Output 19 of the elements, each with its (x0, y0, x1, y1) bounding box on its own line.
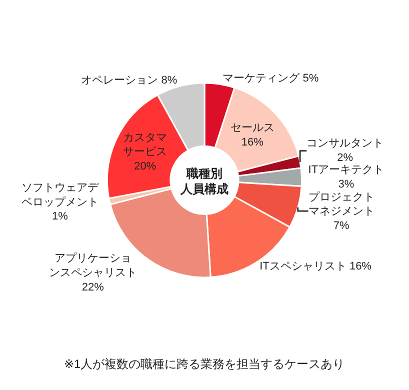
text: ※1人が複数の職種に跨る業務を担当するケースあり (64, 357, 345, 371)
slice-label: プロジェクトマネジメント (308, 190, 374, 218)
data-label: 2% (337, 152, 354, 164)
text: 職種別人員構成 (180, 166, 228, 196)
slice-label: オペレーション 8% (81, 74, 178, 86)
slice-label: ITアーキテクト (308, 164, 384, 176)
slice-label: ITスペシャリスト 16% (260, 260, 372, 273)
slice-label: コンサルタント (306, 138, 384, 150)
data-label: 1% (52, 210, 68, 223)
data-label: 20% (134, 160, 156, 173)
data-label: 7% (333, 220, 350, 232)
slice-label: マーケティング 5% (222, 72, 319, 84)
data-label: 22% (82, 281, 104, 294)
slice-label: セールス (230, 122, 274, 134)
slice-label: アプリケーションスペシャリスト (48, 252, 137, 279)
data-label: 3% (338, 178, 354, 190)
slice-label: ソフトウェアデベロップメント (21, 182, 100, 208)
data-label: 16% (241, 136, 264, 148)
slice-label: カスタマサービス (123, 132, 168, 158)
